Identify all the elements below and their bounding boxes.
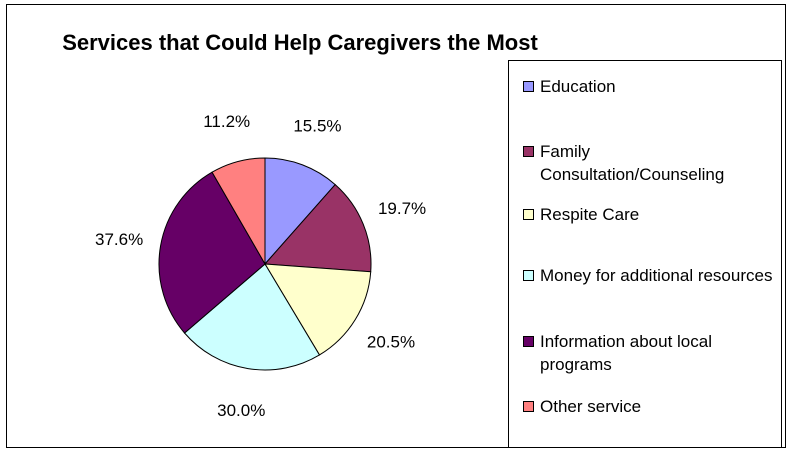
legend: Education Family Consultation/Counseling… xyxy=(508,60,782,448)
legend-label-respite-care: Respite Care xyxy=(540,205,640,224)
pie-slice-money-for-additional-resources xyxy=(183,263,321,371)
legend-label-education: Education xyxy=(540,77,616,96)
legend-swatch-education xyxy=(523,81,534,92)
legend-item-information: Information about local programs xyxy=(523,330,773,376)
data-label-respite-care: 20.5% xyxy=(367,333,415,352)
data-label-education: 15.5% xyxy=(293,117,341,136)
legend-swatch-money xyxy=(523,270,534,281)
legend-label-family-consultation: Family Consultation/Counseling xyxy=(540,142,725,184)
pie-slice-family-consultation-counseling xyxy=(263,183,372,273)
legend-item-family-consultation: Family Consultation/Counseling xyxy=(523,140,773,186)
legend-swatch-respite-care xyxy=(523,209,534,220)
data-label-family-consultation-counseling: 19.7% xyxy=(378,199,426,218)
pie-slice-information-about-local-programs xyxy=(158,171,266,334)
data-label-information-about-local-programs: 37.6% xyxy=(95,230,143,249)
legend-swatch-family-consultation xyxy=(523,146,534,157)
pie-slice-education xyxy=(264,157,336,266)
legend-label-information: Information about local programs xyxy=(540,332,712,374)
legend-item-other-service: Other service xyxy=(523,395,773,418)
legend-item-money: Money for additional resources xyxy=(523,264,773,287)
pie-slice-respite-care xyxy=(264,263,372,356)
chart-title: Services that Could Help Caregivers the … xyxy=(62,30,538,55)
data-label-other-service: 11.2% xyxy=(203,112,250,131)
legend-label-other-service: Other service xyxy=(540,397,642,416)
legend-label-money: Money for additional resources xyxy=(540,266,773,285)
legend-swatch-information xyxy=(523,336,534,347)
pie-slice-other-service xyxy=(211,157,266,266)
legend-item-respite-care: Respite Care xyxy=(523,203,773,226)
data-label-money-for-additional-resources: 30.0% xyxy=(217,401,265,420)
legend-item-education: Education xyxy=(523,75,773,98)
legend-swatch-other-service xyxy=(523,401,534,412)
